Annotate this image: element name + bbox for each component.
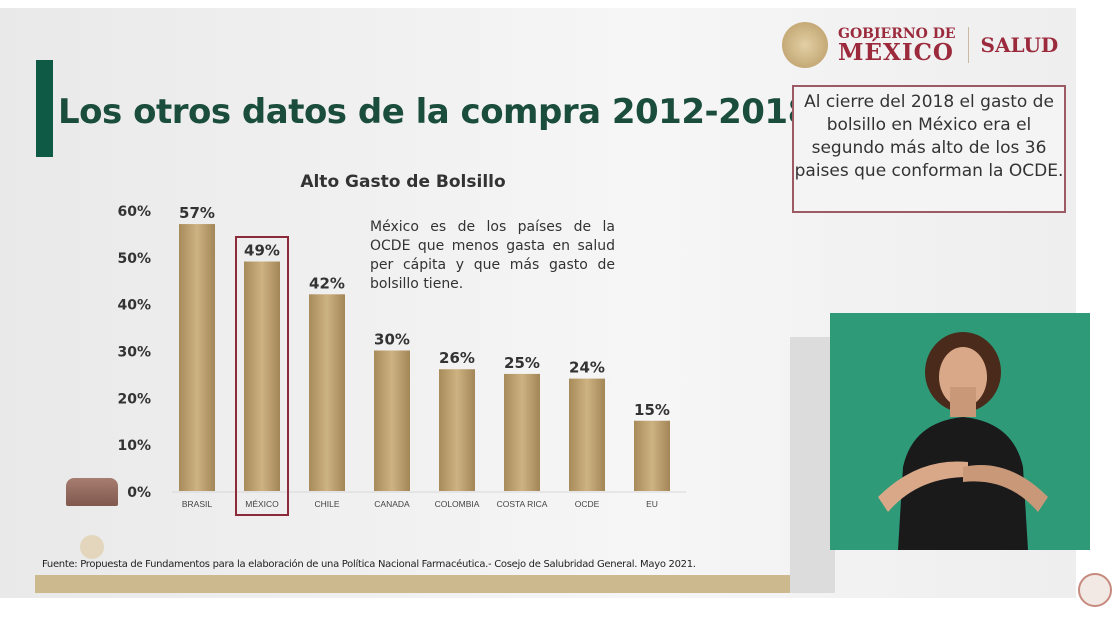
sign-language-interpreter-video [830,313,1090,550]
x-tick-label: CANADA [374,499,410,509]
y-tick-label: 10% [117,438,151,454]
bar-méxico [244,261,280,491]
x-tick-label: COSTA RICA [497,499,548,509]
data-label: 49% [244,242,280,260]
channel-logo-icon [1078,573,1112,607]
x-tick-label: MÉXICO [245,499,279,509]
mexico-highlight-box [235,236,289,516]
logo-divider [967,27,969,63]
y-tick-label: 30% [117,345,151,361]
data-label: 25% [504,354,540,372]
y-tick-label: 50% [117,251,151,267]
y-tick-label: 60% [117,204,151,220]
data-label: 57% [179,204,215,222]
chart-note: México es de los países de la OCDE que m… [370,219,615,292]
bar-eu [634,420,670,491]
bar-brasil [179,224,215,492]
x-tick-label: COLOMBIA [435,499,480,509]
y-tick-label: 0% [127,485,151,501]
bar-ocde [569,378,605,491]
x-tick-label: EU [646,499,658,509]
info-box: Al cierre del 2018 el gasto de bolsillo … [792,85,1066,213]
title-accent-bar [36,60,53,157]
y-tick-label: 40% [117,298,151,314]
y-tick-label: 20% [117,391,151,407]
bar-canada [374,350,410,491]
x-tick-label: OCDE [575,499,600,509]
bar-costa-rica [504,373,540,491]
bar-colombia [439,369,475,491]
source-footnote: Fuente: Propuesta de Fundamentos para la… [42,559,696,570]
footer-band [35,575,790,593]
data-label: 30% [374,331,410,349]
data-label: 26% [439,349,475,367]
x-tick-label: CHILE [314,499,339,509]
slide-title: Los otros datos de la compra 2012-2018 [58,92,811,132]
interpreter-figure [878,332,1048,550]
x-tick-label: BRASIL [182,499,213,509]
chart-title: Alto Gasto de Bolsillo [300,172,506,192]
seal-icon [782,22,828,68]
data-label: 15% [634,401,670,419]
decorative-illustration [66,478,118,506]
gobierno-logo: GOBIERNO DE MÉXICO SALUD [782,22,1058,68]
bar-chile [309,294,345,491]
logo-line1: GOBIERNO DE [838,25,956,42]
logo-line2: MÉXICO [838,38,954,66]
background-panel [790,337,835,593]
seal-watermark-icon [80,535,104,559]
data-label: 24% [569,359,605,377]
data-label: 42% [309,274,345,292]
logo-department: SALUD [980,33,1059,57]
